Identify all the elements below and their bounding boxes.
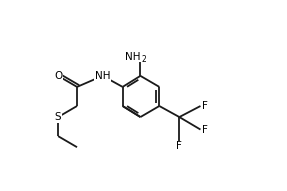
Text: F: F — [201, 125, 208, 134]
Text: NH: NH — [95, 71, 110, 81]
Text: F: F — [177, 141, 182, 151]
Text: S: S — [55, 112, 61, 122]
Text: F: F — [201, 101, 208, 111]
Text: O: O — [54, 71, 62, 81]
Text: 2: 2 — [141, 55, 146, 65]
Text: NH: NH — [125, 52, 140, 62]
